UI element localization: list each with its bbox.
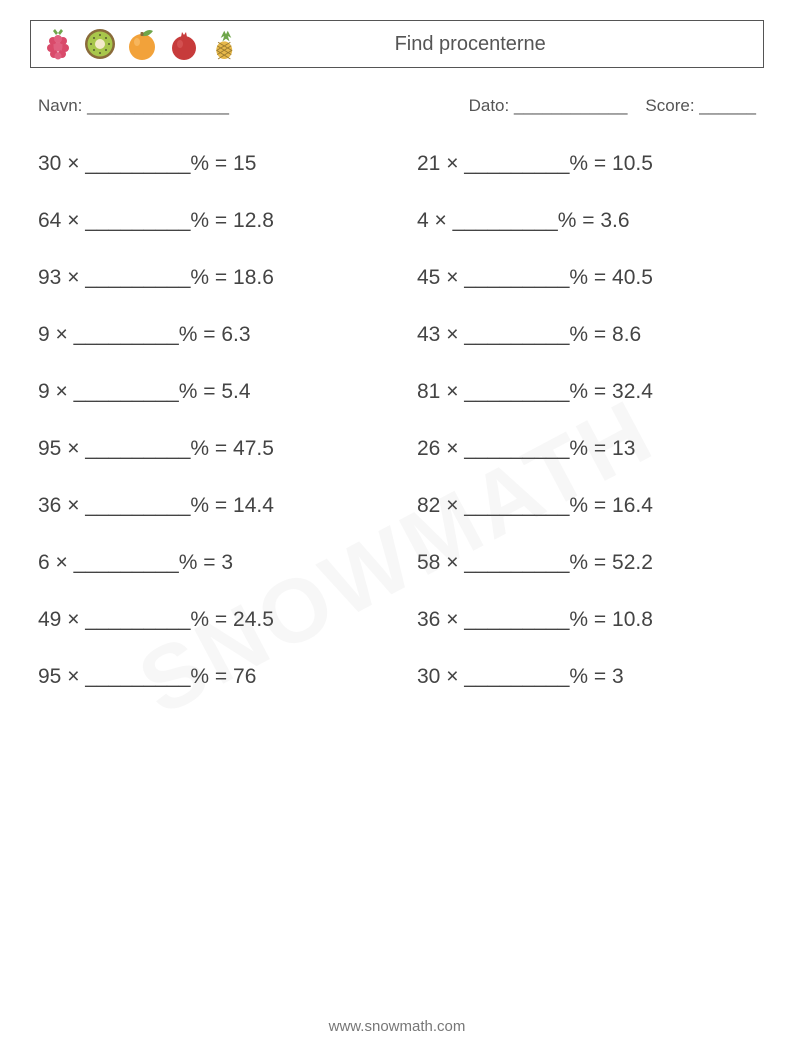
score-field-label: Score: ______ [645,96,756,116]
footer-link: www.snowmath.com [0,1018,794,1035]
kiwi-icon [83,27,117,61]
problem-item: 36 × _________% = 10.8 [417,608,756,632]
problem-item: 9 × _________% = 5.4 [38,380,377,404]
problem-item: 30 × _________% = 15 [38,152,377,176]
problem-item: 64 × _________% = 12.8 [38,209,377,233]
problem-item: 4 × _________% = 3.6 [417,209,756,233]
problem-item: 95 × _________% = 47.5 [38,437,377,461]
name-field-label: Navn: _______________ [38,96,469,116]
orange-icon [125,27,159,61]
problem-item: 26 × _________% = 13 [417,437,756,461]
problem-item: 21 × _________% = 10.5 [417,152,756,176]
header-box: Find procenterne [30,20,764,68]
problem-item: 95 × _________% = 76 [38,665,377,689]
problem-item: 6 × _________% = 3 [38,551,377,575]
worksheet-title: Find procenterne [395,33,546,56]
problem-item: 93 × _________% = 18.6 [38,266,377,290]
meta-row: Navn: _______________ Dato: ____________… [30,96,764,116]
problem-item: 81 × _________% = 32.4 [417,380,756,404]
raspberry-icon [41,27,75,61]
problems-grid: 30 × _________% = 15 21 × _________% = 10… [30,152,764,689]
problem-item: 82 × _________% = 16.4 [417,494,756,518]
date-field-label: Dato: ____________ [469,96,628,116]
problem-item: 36 × _________% = 14.4 [38,494,377,518]
problem-item: 43 × _________% = 8.6 [417,323,756,347]
fruit-icons-row [41,27,243,61]
problem-item: 49 × _________% = 24.5 [38,608,377,632]
problem-item: 30 × _________% = 3 [417,665,756,689]
problem-item: 9 × _________% = 6.3 [38,323,377,347]
pineapple-icon [209,27,243,61]
problem-item: 45 × _________% = 40.5 [417,266,756,290]
pomegranate-icon [167,27,201,61]
problem-item: 58 × _________% = 52.2 [417,551,756,575]
